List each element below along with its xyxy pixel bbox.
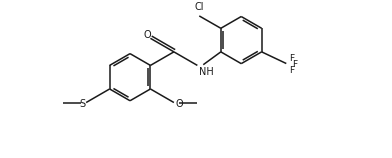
Text: F: F <box>289 54 294 63</box>
Text: Cl: Cl <box>194 2 204 12</box>
Text: S: S <box>79 99 85 109</box>
Text: F: F <box>292 60 297 69</box>
Text: F: F <box>289 66 294 75</box>
Text: O: O <box>175 99 183 109</box>
Text: O: O <box>143 30 151 40</box>
Text: NH: NH <box>199 67 214 77</box>
